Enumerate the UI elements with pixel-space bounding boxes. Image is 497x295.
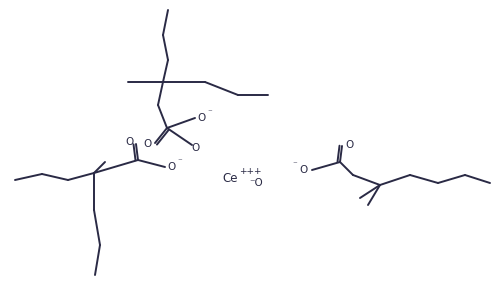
Text: O: O xyxy=(198,113,206,123)
Text: O: O xyxy=(126,137,134,147)
Text: ⁻: ⁻ xyxy=(177,158,182,166)
Text: ⁻O: ⁻O xyxy=(249,178,263,188)
Text: O: O xyxy=(192,143,200,153)
Text: +++: +++ xyxy=(239,168,261,176)
Text: O: O xyxy=(346,140,354,150)
Text: O: O xyxy=(299,165,307,175)
Text: ⁻: ⁻ xyxy=(208,109,212,117)
Text: Ce: Ce xyxy=(222,171,238,184)
Text: ⁻: ⁻ xyxy=(293,160,297,170)
Text: O: O xyxy=(144,139,152,149)
Text: O: O xyxy=(168,162,176,172)
